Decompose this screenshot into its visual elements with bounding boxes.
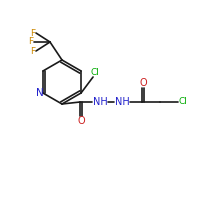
Text: F: F xyxy=(30,28,36,38)
Text: NH: NH xyxy=(115,97,129,107)
Text: Cl: Cl xyxy=(179,98,187,106)
Text: Cl: Cl xyxy=(91,68,99,77)
Text: F: F xyxy=(30,46,36,55)
Text: NH: NH xyxy=(93,97,107,107)
Text: O: O xyxy=(77,116,85,126)
Text: N: N xyxy=(36,88,44,98)
Text: O: O xyxy=(139,78,147,88)
Text: F: F xyxy=(28,38,34,46)
